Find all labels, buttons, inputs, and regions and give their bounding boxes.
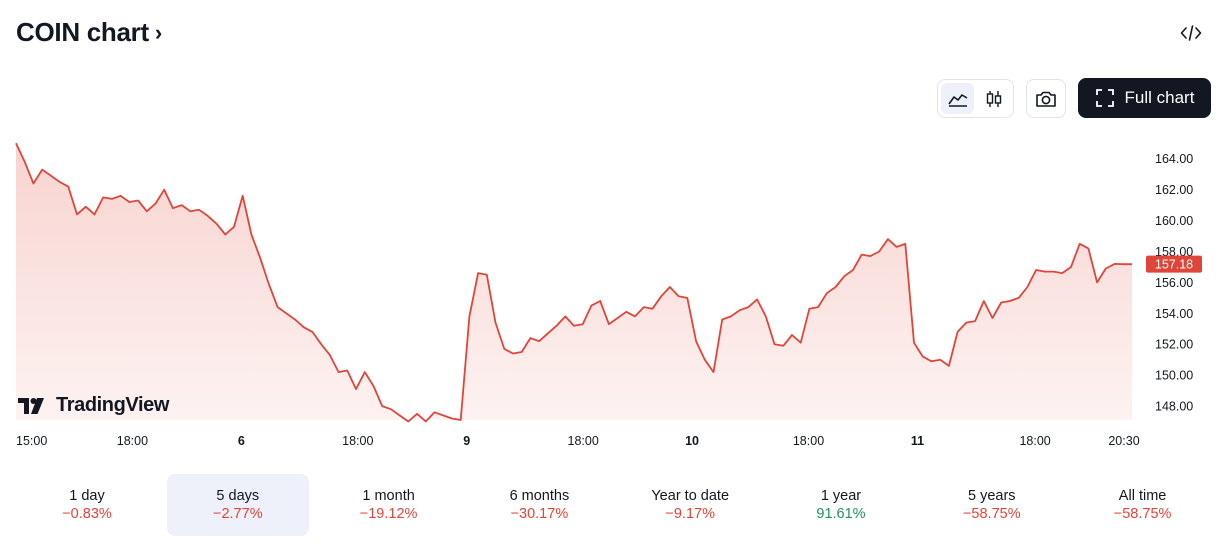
full-chart-button[interactable]: Full chart — [1078, 78, 1211, 118]
period-change: −58.75% — [1113, 506, 1172, 522]
fullscreen-icon — [1095, 89, 1114, 107]
tradingview-logo[interactable]: TradingView — [18, 394, 169, 417]
code-embed-icon — [1180, 25, 1202, 41]
y-tick-label: 164.00 — [1155, 152, 1193, 166]
chart-style-toggle — [937, 79, 1014, 118]
price-chart[interactable]: 164.00 162.00 160.00 158.00 156.00 154.00 152.… — [0, 120, 1230, 460]
price-area-fill — [16, 143, 1132, 422]
x-tick-label: 18:00 — [568, 434, 599, 448]
period-change: 91.61% — [816, 506, 866, 522]
y-tick-label: 160.00 — [1155, 214, 1193, 228]
y-tick-label: 150.00 — [1155, 369, 1193, 383]
period-change: −0.83% — [62, 506, 112, 522]
chart-title-link[interactable]: COIN chart › — [16, 17, 162, 48]
y-tick-label: 148.00 — [1155, 400, 1193, 414]
y-tick-label: 152.00 — [1155, 338, 1193, 352]
period-label: Year to date — [651, 488, 730, 504]
period-1m[interactable]: 1 month −19.12% — [318, 474, 460, 536]
period-selector: 1 day −0.83% 5 days −2.77% 1 month −19.12% … — [16, 474, 1214, 536]
price-line-series — [15, 142, 1132, 423]
period-label: 5 days — [216, 488, 260, 504]
y-tick-label: 158.00 — [1155, 245, 1193, 259]
x-tick-label: 20:30 — [1108, 434, 1139, 448]
candlestick-icon — [986, 90, 1001, 107]
last-price-label: 157.18 — [1155, 258, 1193, 272]
x-tick-label: 18:00 — [342, 434, 373, 448]
period-change: −19.12% — [359, 506, 418, 522]
x-tick-label: 9 — [463, 434, 470, 448]
x-tick-label: 6 — [238, 434, 245, 448]
period-label: 1 month — [362, 488, 415, 504]
line-chart-button[interactable] — [941, 83, 974, 114]
period-6m[interactable]: 6 months −30.17% — [468, 474, 610, 536]
y-tick-label: 154.00 — [1155, 307, 1193, 321]
period-5d[interactable]: 5 days −2.77% — [166, 474, 309, 536]
snapshot-button[interactable] — [1026, 79, 1066, 118]
period-1d[interactable]: 1 day −0.83% — [16, 474, 158, 536]
line-chart-icon — [947, 93, 967, 107]
period-all[interactable]: All time −58.75% — [1072, 474, 1214, 536]
period-5y[interactable]: 5 years −58.75% — [921, 474, 1063, 536]
x-tick-label: 18:00 — [793, 434, 824, 448]
embed-code-button[interactable] — [1178, 22, 1204, 44]
period-label: 1 day — [69, 488, 105, 504]
x-tick-label: 15:00 — [16, 434, 47, 448]
x-tick-label: 18:00 — [1019, 434, 1050, 448]
logo-text: TradingView — [56, 394, 170, 416]
period-change: −9.17% — [665, 506, 715, 522]
camera-icon — [1036, 91, 1056, 107]
page-title: COIN chart — [16, 17, 149, 47]
period-label: All time — [1118, 488, 1167, 504]
full-chart-label: Full chart — [1124, 88, 1195, 107]
x-tick-label: 10 — [685, 434, 699, 448]
period-ytd[interactable]: Year to date −9.17% — [619, 474, 761, 536]
period-change: −58.75% — [962, 506, 1021, 522]
x-tick-label: 11 — [911, 434, 924, 448]
period-1y[interactable]: 1 year 91.61% — [770, 474, 912, 536]
period-change: −2.77% — [213, 506, 263, 522]
last-price-tag — [1146, 255, 1202, 273]
period-label: 6 months — [509, 488, 570, 504]
y-tick-label: 156.00 — [1155, 276, 1193, 290]
period-label: 1 year — [820, 488, 862, 504]
candlestick-chart-button[interactable] — [977, 83, 1010, 114]
y-tick-label: 162.00 — [1155, 183, 1193, 197]
period-change: −30.17% — [510, 506, 569, 522]
period-label: 5 years — [968, 488, 1016, 504]
x-tick-label: 18:00 — [117, 434, 148, 448]
chevron-right-icon: › — [154, 19, 162, 45]
tradingview-logo-icon — [18, 397, 44, 414]
